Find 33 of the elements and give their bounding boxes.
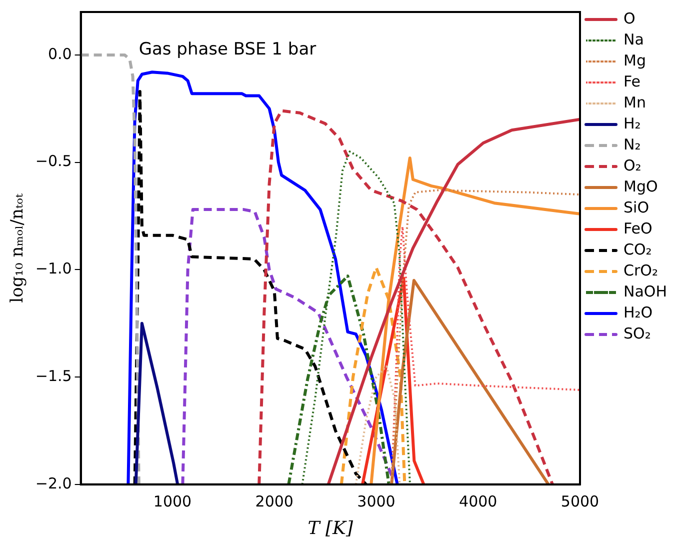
legend-label: Na xyxy=(624,30,644,48)
y-tick-label: −1.0 xyxy=(35,260,72,278)
legend-label: CO₂ xyxy=(624,240,652,258)
x-tick-label: 2000 xyxy=(255,492,294,510)
legend-label: NaOH xyxy=(624,282,667,300)
x-axis-title: T [K] xyxy=(308,518,354,539)
legend-label: Mg xyxy=(624,51,646,70)
text: Gas phase BSE 1 bar xyxy=(138,39,316,60)
legend-label: H₂ xyxy=(624,114,641,132)
legend-label: SiO xyxy=(624,198,649,216)
legend-label: Mn xyxy=(624,93,646,112)
x-tick-label: 1000 xyxy=(153,492,192,510)
legend-label: N₂ xyxy=(624,135,641,154)
x-tick-label: 3000 xyxy=(357,492,396,510)
y-tick-label: −2.0 xyxy=(35,474,72,492)
legend-label: O xyxy=(624,9,636,28)
legend-label: H₂O xyxy=(624,303,653,322)
y-tick-label: 0.0 xyxy=(48,44,72,63)
line-series xyxy=(80,53,140,484)
x-tick-label: 5000 xyxy=(560,492,600,510)
legend-label: SO₂ xyxy=(624,324,651,342)
y-tick-label: −0.5 xyxy=(35,152,72,170)
y-tick-label: −1.5 xyxy=(35,366,72,385)
legend-label: Fe xyxy=(624,72,641,90)
x-tick-label: 4000 xyxy=(459,492,498,510)
line-series xyxy=(354,365,401,484)
y-axis-title: log₁₀ nₘₒₗ/nₜₒₜ xyxy=(8,192,28,303)
line-series xyxy=(340,266,406,484)
legend-label: MgO xyxy=(624,177,658,196)
line-series xyxy=(181,208,394,484)
legend-label: O₂ xyxy=(624,156,642,174)
legend-label: FeO xyxy=(624,219,652,238)
legend-label: CrO₂ xyxy=(624,261,658,280)
